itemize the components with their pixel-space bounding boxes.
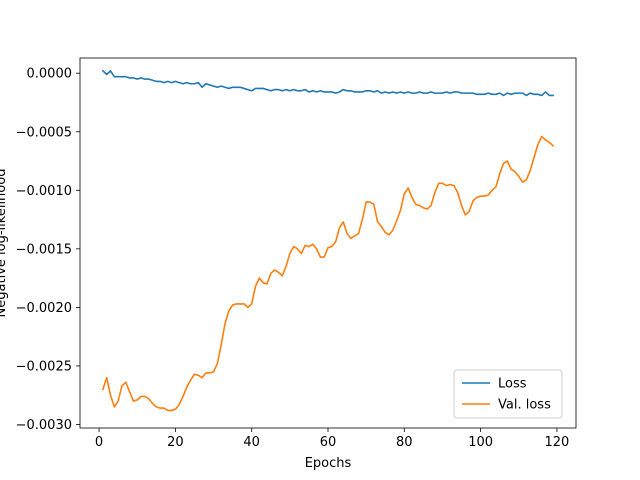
y-axis: 0.0000 −0.0005 −0.0010 −0.0015 −0.0020 −0.002… [16,67,80,433]
y-tick-label: −0.0025 [16,359,72,374]
x-tick-label: 80 [396,435,413,450]
y-tick-label: −0.0020 [16,301,72,316]
x-tick-label: 60 [320,435,337,450]
x-tick-label: 20 [167,435,184,450]
legend-entry: Loss [498,377,527,392]
y-tick-label: −0.0015 [16,242,72,257]
legend: Loss Val. loss [453,369,563,419]
x-axis: 0 20 40 60 80 100 120 [95,428,569,450]
legend-box [453,369,563,419]
y-tick-label: 0.0000 [27,67,73,82]
series-line-val-loss [101,135,555,412]
series-layer [101,69,555,412]
x-tick-label: 40 [243,435,260,450]
x-tick-label: 100 [468,435,493,450]
y-tick-label: −0.0005 [16,125,72,140]
y-axis-label: Negative log-likelihood [0,169,9,318]
x-tick-label: 0 [95,435,103,450]
legend-entry: Val. loss [498,398,551,413]
x-axis-label: Epochs [305,456,352,471]
x-tick-label: 120 [545,435,570,450]
y-tick-label: −0.0010 [16,184,72,199]
series-line-loss [101,69,554,97]
y-tick-label: −0.0030 [16,418,72,433]
